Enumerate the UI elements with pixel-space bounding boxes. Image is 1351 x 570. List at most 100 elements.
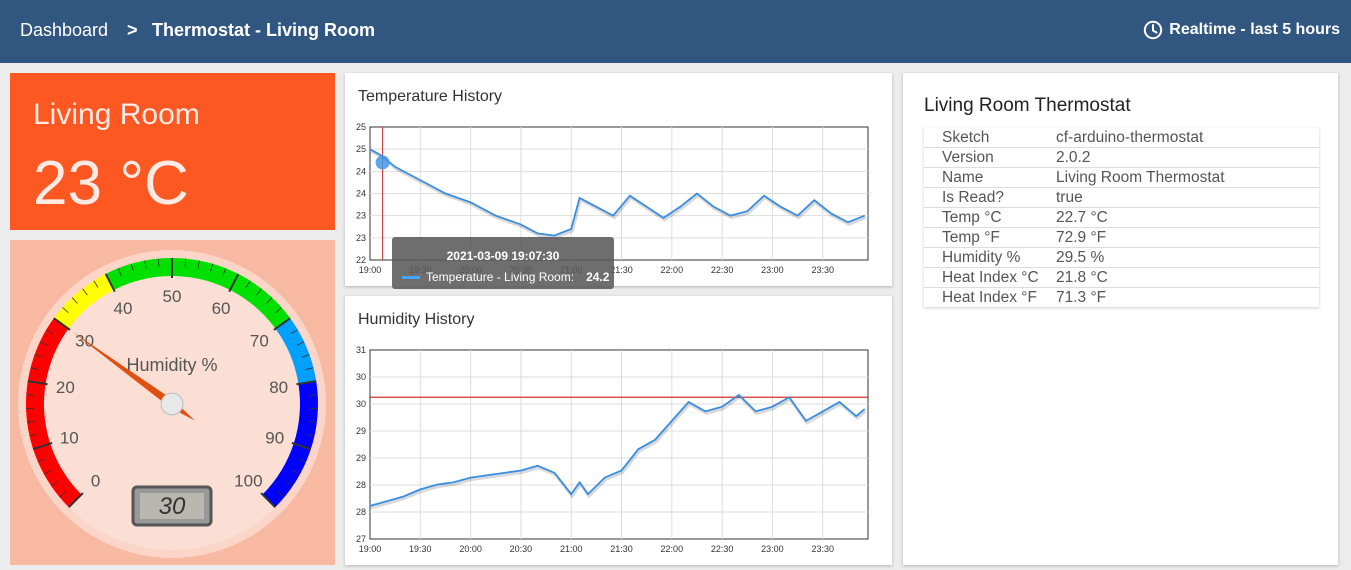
gauge-tick-label: 0 <box>91 471 100 490</box>
gauge-tick <box>197 260 200 269</box>
gauge-tick <box>117 268 122 276</box>
x-tick-label: 23:30 <box>811 544 834 554</box>
hover-point <box>375 155 390 170</box>
gauge-tick-label: 100 <box>234 471 262 490</box>
gauge-tick <box>245 280 251 288</box>
y-tick-label: 27 <box>356 534 366 544</box>
gauge-tick <box>29 433 38 437</box>
x-tick-label: 19:00 <box>359 544 382 554</box>
info-value: 72.9 °F <box>1056 227 1319 248</box>
gauge-tick <box>59 491 66 498</box>
gauge-tick <box>68 492 84 508</box>
series-line <box>369 393 866 507</box>
gauge-tick <box>184 258 187 267</box>
gauge-tick <box>93 280 99 288</box>
humidity-chart[interactable]: 27 28 28 29 29 30 30 31 19:00 19:30 20:00 20:30 21:0… <box>345 296 892 565</box>
y-tick-label: 28 <box>356 507 366 517</box>
x-tick-label: 19:30 <box>409 544 432 554</box>
info-value: 2.0.2 <box>1056 147 1319 168</box>
breadcrumb-current: Thermostat - Living Room <box>152 20 376 40</box>
gauge-tick <box>34 354 43 358</box>
gauge-tick <box>46 329 54 335</box>
tooltip-value: 24.2 <box>586 270 610 284</box>
time-range-label: Realtime - last 5 hours <box>1169 21 1340 38</box>
gauge-tick-label: 20 <box>56 378 75 397</box>
x-tick-label: 23:00 <box>761 265 784 275</box>
info-row: Humidity % 29.5 % <box>924 247 1319 268</box>
gauge-tick <box>32 441 53 451</box>
y-tick-label: 22 <box>356 255 366 265</box>
info-title: Living Room Thermostat <box>924 95 1131 116</box>
info-label: Heat Index °C <box>924 267 1056 288</box>
info-row: Heat Index °C 21.8 °C <box>924 267 1319 288</box>
gauge-tick <box>157 258 160 267</box>
gauge-tick <box>292 470 301 475</box>
y-tick-label: 31 <box>356 345 366 355</box>
y-tick-label: 29 <box>356 453 366 463</box>
info-table: Sketch cf-arduino-thermostat Version 2.0.2 N… <box>924 128 1319 307</box>
humidity-gauge-panel: 0102030405060708090100Humidity %30 <box>10 240 335 565</box>
chart-title: Humidity History <box>358 311 475 328</box>
series-swatch <box>402 275 420 279</box>
y-tick-label: 28 <box>356 480 366 490</box>
gauge-tick <box>291 441 312 451</box>
info-value: 71.3 °F <box>1056 287 1319 307</box>
info-label: Is Read? <box>924 187 1056 208</box>
gauge-tick-label: 40 <box>114 299 133 318</box>
x-tick-label: 21:30 <box>610 544 633 554</box>
info-value: 22.7 °C <box>1056 207 1319 228</box>
top-bar: Dashboard > Thermostat - Living Room Rea… <box>0 0 1351 63</box>
x-tick-label: 23:00 <box>761 544 784 554</box>
gauge-tick <box>273 317 291 331</box>
info-label: Temp °F <box>924 227 1056 248</box>
y-tick-label: 25 <box>356 144 366 154</box>
gauge-tick-label: 90 <box>265 428 284 447</box>
gauge-display-value: 30 <box>159 493 186 520</box>
gauge-tick <box>278 491 285 498</box>
x-tick-label: 22:00 <box>661 265 684 275</box>
time-range-picker[interactable]: Realtime - last 5 hours <box>1143 20 1340 40</box>
gauge-band <box>262 381 318 508</box>
x-tick-label: 22:30 <box>711 544 734 554</box>
gauge-tick <box>296 341 305 346</box>
breadcrumb-dashboard[interactable]: Dashboard <box>20 20 109 40</box>
tooltip-row: Temperature - Living Room: 24.2 <box>402 270 609 284</box>
tooltip-title: 2021-03-09 19:07:30 <box>446 249 560 263</box>
y-tick-label: 24 <box>356 166 366 176</box>
tooltip-series: Temperature - Living Room: <box>426 270 575 284</box>
gauge-tick <box>82 288 88 296</box>
y-tick-label: 24 <box>356 189 366 199</box>
x-tick-label: 21:00 <box>560 544 583 554</box>
series-shadow <box>370 149 867 240</box>
x-tick-label: 19:00 <box>359 265 382 275</box>
info-label: Name <box>924 167 1056 188</box>
info-label: Sketch <box>942 129 990 146</box>
info-panel: Living Room Thermostat Sketch cf-arduino-… <box>903 73 1338 565</box>
gauge-tick <box>275 307 282 314</box>
y-tick-label: 23 <box>356 211 366 221</box>
gauge-tick <box>305 367 314 371</box>
info-row: Version 2.0.2 <box>924 147 1319 168</box>
gauge-band <box>105 258 291 329</box>
gauge-tick <box>256 288 262 296</box>
humidity-gauge: 0102030405060708090100Humidity %30 <box>18 250 326 558</box>
info-label: Version <box>924 147 1056 168</box>
gauge-tick <box>285 481 293 487</box>
gauge-tick <box>260 492 276 508</box>
info-label: Humidity % <box>924 247 1056 268</box>
x-tick-label: 23:30 <box>811 265 834 275</box>
gauge-tick <box>62 307 69 314</box>
y-tick-label: 29 <box>356 426 366 436</box>
gauge-tick <box>290 329 298 335</box>
temperature-chart-panel: Temperature History 2223232424252519:001… <box>345 73 892 286</box>
gauge-tick-label: 80 <box>269 378 288 397</box>
gauge-hub <box>160 392 184 416</box>
gauge-tick <box>27 380 48 386</box>
gauge-tick <box>26 394 35 396</box>
chart-tooltip: 2021-03-09 19:07:30 Temperature - Living… <box>392 237 614 289</box>
info-label: Heat Index °F <box>924 287 1056 307</box>
gauge-tick <box>222 268 227 276</box>
gauge-tick-label: 50 <box>163 287 182 306</box>
y-tick-label: 30 <box>356 372 366 382</box>
stat-title: Living Room <box>33 98 200 131</box>
